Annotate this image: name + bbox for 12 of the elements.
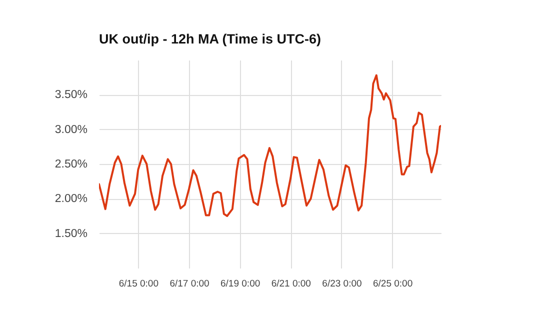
x-tick-label: 6/19 0:00 bbox=[220, 278, 260, 290]
x-tick-label: 6/15 0:00 bbox=[118, 278, 158, 290]
x-tick-label: 6/21 0:00 bbox=[271, 278, 311, 290]
x-tick-label: 6/17 0:00 bbox=[170, 278, 210, 290]
chart-title: UK out/ip - 12h MA (Time is UTC-6) bbox=[99, 32, 322, 46]
y-tick-label: 3.00% bbox=[54, 124, 88, 136]
y-tick-label: 3.50% bbox=[54, 89, 88, 102]
y-tick-label: 1.50% bbox=[54, 228, 88, 240]
x-tick-label: 6/25 0:00 bbox=[372, 278, 413, 290]
y-tick-label: 2.00% bbox=[54, 193, 88, 206]
y-tick-label: 2.50% bbox=[54, 158, 88, 170]
x-tick-label: 6/23 0:00 bbox=[322, 278, 362, 290]
